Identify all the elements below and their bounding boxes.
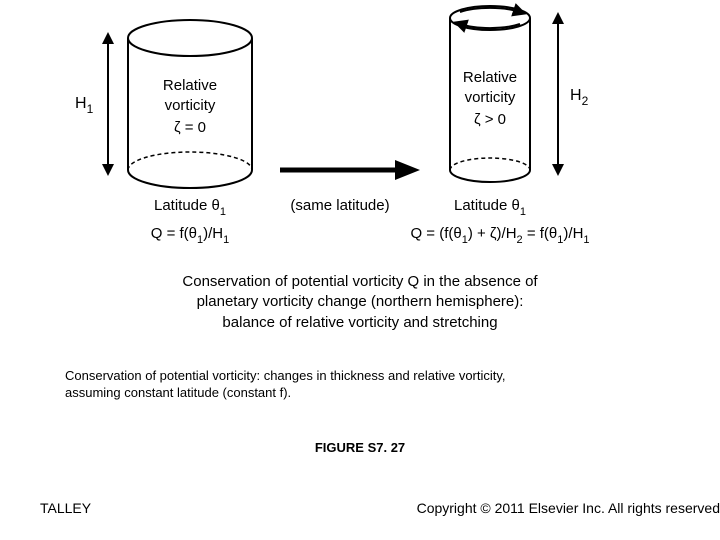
left-H-label: H1 [75,95,94,116]
right-relvort-line1: Relative [463,69,517,86]
center-arrow-icon [280,160,420,180]
diagram-stage: H1 H2 Relative vorticity ζ = 0 Relative … [0,0,720,540]
left-latitude: Latitude θ1 [154,197,226,218]
caption-block: Conservation of potential vorticity: cha… [65,368,665,402]
diagram-svg: H1 H2 Relative vorticity ζ = 0 Relative … [0,0,720,260]
caption-line2: assuming constant latitude (constant f). [65,385,665,402]
left-relvort-line2: vorticity [165,97,216,114]
right-relvort-line2: vorticity [465,89,516,106]
footer-right: Copyright © 2011 Elsevier Inc. All right… [417,500,720,516]
footer-left: TALLEY [40,500,91,516]
explain-line3: balance of relative vorticity and stretc… [0,313,720,333]
explain-line1: Conservation of potential vorticity Q in… [0,272,720,292]
middle-same-latitude: (same latitude) [290,197,389,214]
explain-line2: planetary vorticity change (northern hem… [0,292,720,312]
right-zeta: ζ > 0 [474,111,506,128]
explanation-block: Conservation of potential vorticity Q in… [0,272,720,333]
left-relvort-line1: Relative [163,77,217,94]
left-Q-equation: Q = f(θ1)/H1 [151,225,230,246]
left-zeta: ζ = 0 [174,119,206,136]
right-latitude: Latitude θ1 [454,197,526,218]
figure-label: FIGURE S7. 27 [0,440,720,455]
caption-line1: Conservation of potential vorticity: cha… [65,368,665,385]
right-H-label: H2 [570,87,589,108]
right-Q-equation: Q = (f(θ1) + ζ)/H2 = f(θ1)/H1 [410,225,589,246]
